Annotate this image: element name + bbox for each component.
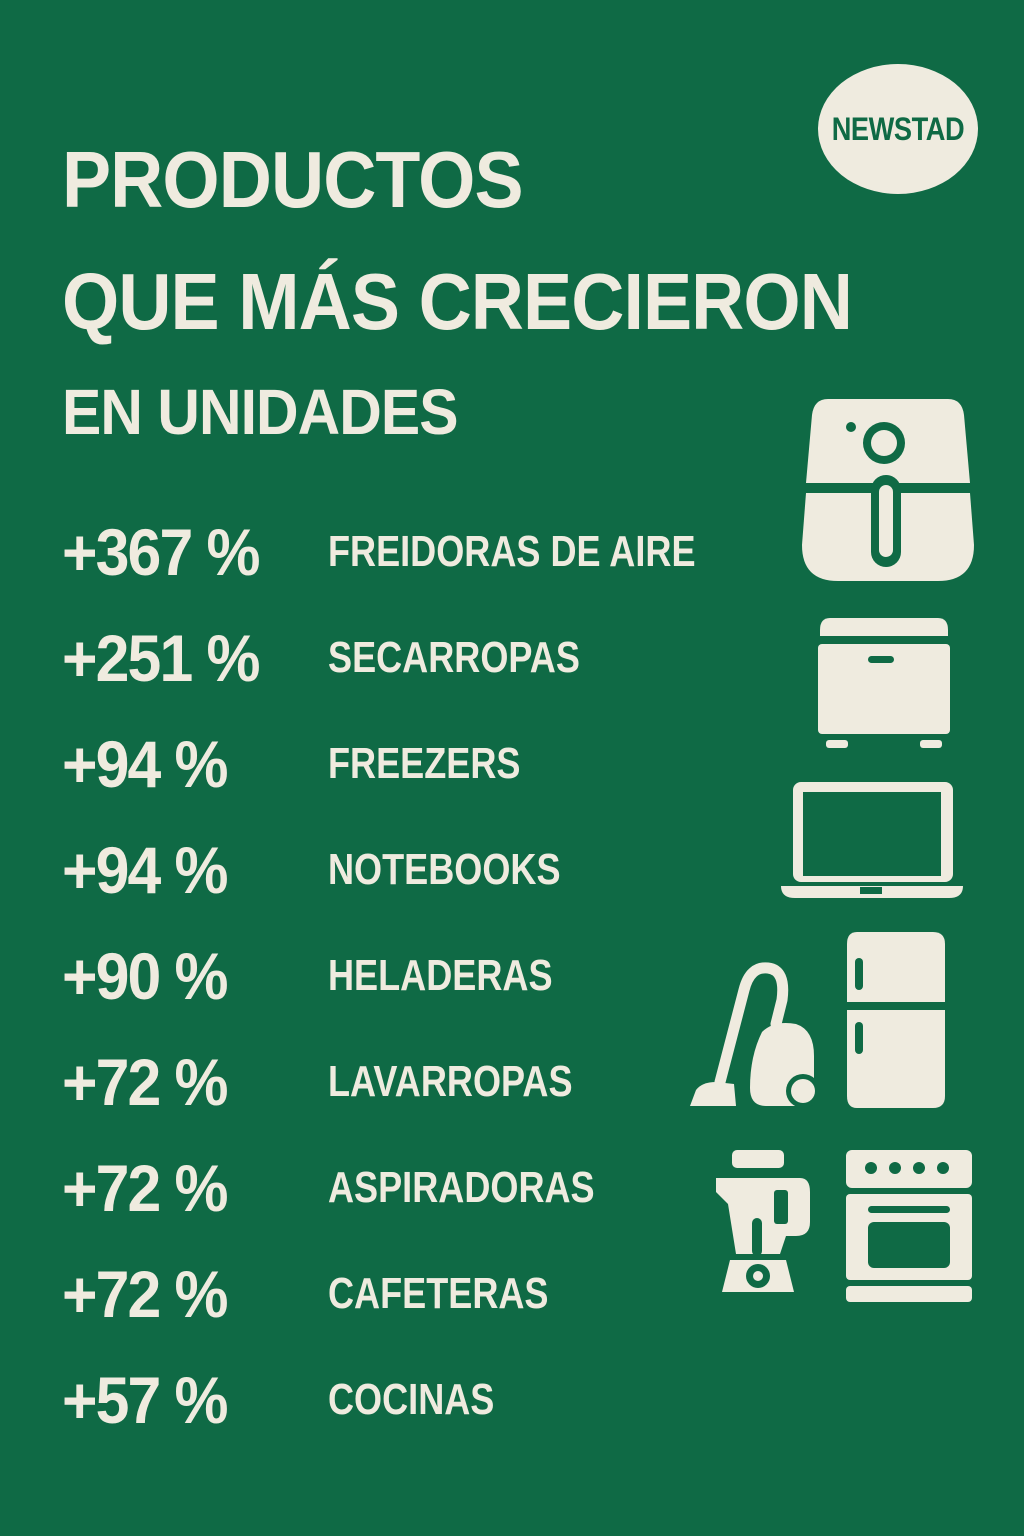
list-item: +367 % FREIDORAS DE AIRE bbox=[62, 502, 776, 602]
list-item: +90 % HELADERAS bbox=[62, 926, 602, 1026]
product-label: ASPIRADORAS bbox=[328, 1163, 595, 1212]
growth-value: +94 % bbox=[62, 833, 229, 907]
brand-badge-label: NEWSTAD bbox=[831, 110, 965, 147]
growth-value: +367 % bbox=[62, 515, 260, 589]
product-label: HELADERAS bbox=[328, 951, 553, 1000]
growth-value: +72 % bbox=[62, 1045, 229, 1119]
list-item: +94 % NOTEBOOKS bbox=[62, 820, 612, 920]
growth-value: +94 % bbox=[62, 727, 229, 801]
stove-icon bbox=[844, 1148, 974, 1304]
growth-value: +72 % bbox=[62, 1257, 229, 1331]
list-item: +72 % LAVARROPAS bbox=[62, 1032, 626, 1132]
product-label: COCINAS bbox=[328, 1375, 495, 1424]
list-item: +72 % ASPIRADORAS bbox=[62, 1138, 653, 1238]
product-label: FREEZERS bbox=[328, 739, 521, 788]
title-line-2: QUE MÁS CRECIERON bbox=[62, 257, 853, 346]
list-item: +251 % SECARROPAS bbox=[62, 608, 635, 708]
air-fryer-icon bbox=[798, 395, 978, 585]
laptop-icon bbox=[779, 780, 965, 900]
blender-icon bbox=[714, 1146, 810, 1296]
product-label: SECARROPAS bbox=[328, 633, 580, 682]
product-label: FREIDORAS DE AIRE bbox=[328, 527, 696, 576]
growth-value: +251 % bbox=[62, 621, 260, 695]
list-item: +94 % FREEZERS bbox=[62, 714, 563, 814]
chest-freezer-icon bbox=[816, 618, 952, 752]
product-label: NOTEBOOKS bbox=[328, 845, 561, 894]
growth-value: +57 % bbox=[62, 1363, 229, 1437]
refrigerator-icon bbox=[845, 932, 947, 1110]
growth-value: +90 % bbox=[62, 939, 229, 1013]
title-line-1: PRODUCTOS bbox=[62, 135, 524, 224]
growth-value: +72 % bbox=[62, 1151, 229, 1225]
title-line-3: EN UNIDADES bbox=[62, 376, 458, 448]
product-label: LAVARROPAS bbox=[328, 1057, 573, 1106]
product-label: CAFETERAS bbox=[328, 1269, 549, 1318]
list-item: +72 % CAFETERAS bbox=[62, 1244, 597, 1344]
brand-badge: NEWSTAD bbox=[818, 64, 978, 194]
list-item: +57 % COCINAS bbox=[62, 1350, 531, 1450]
vacuum-cleaner-icon bbox=[686, 960, 821, 1110]
